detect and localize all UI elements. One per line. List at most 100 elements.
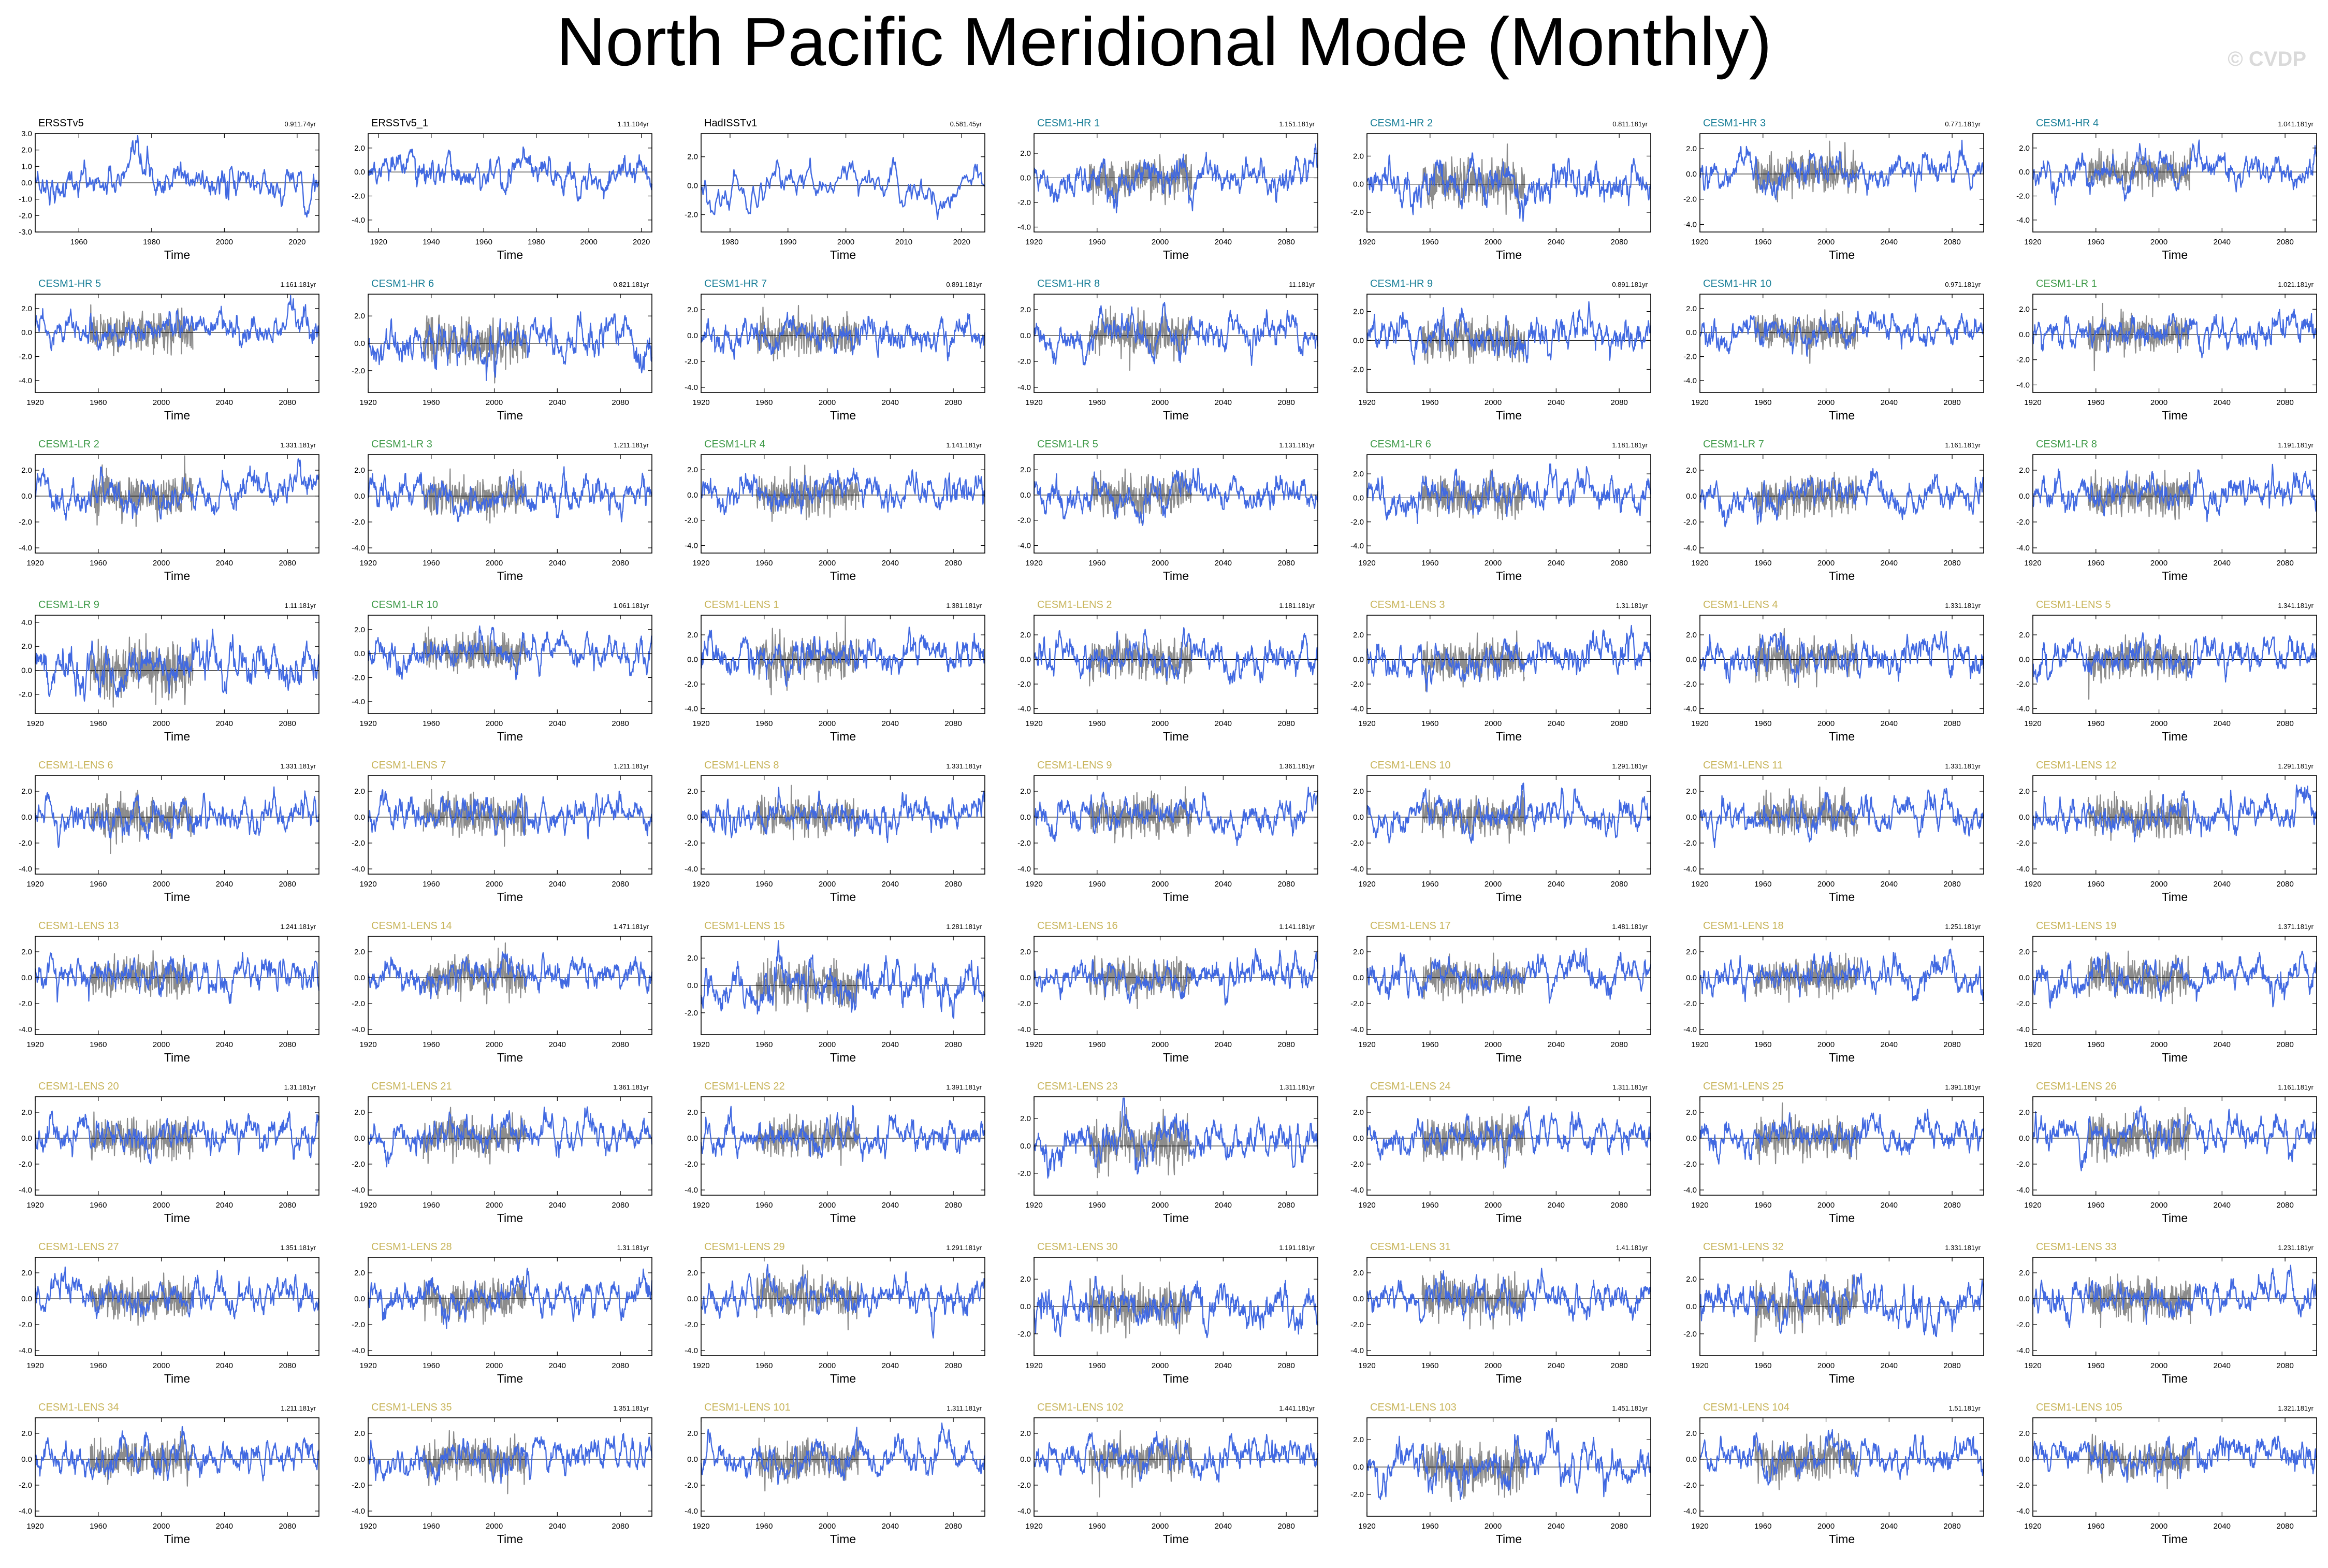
x-tick-label: 2040 <box>549 1201 566 1210</box>
series-line <box>1366 463 1652 524</box>
x-tick-label: 2040 <box>216 1040 233 1049</box>
series-line <box>34 1266 320 1319</box>
panel-trend-label: 0.971.181yr <box>1945 281 1981 288</box>
panel-title: CESM1-LR 6 <box>1370 439 1431 450</box>
x-tick-label: 2010 <box>895 238 912 246</box>
panel: CESM1-LENS 21 1.361.181yr 1920 1960 2000 2040… <box>352 1081 653 1225</box>
panel: CESM1-LENS 2 1.181.181yr 1920 1960 2000 2040 2… <box>1017 599 1319 743</box>
panel: CESM1-LENS 105 1.321.181yr 1920 1960 2000 204… <box>2016 1402 2318 1546</box>
x-tick-label: 1960 <box>90 1040 107 1049</box>
y-tick-label: 0.0 <box>1020 1302 1031 1311</box>
panel-title: CESM1-LENS 24 <box>1370 1081 1451 1092</box>
y-tick-label: 2.0 <box>21 787 32 796</box>
x-tick-label: 2040 <box>549 1040 566 1049</box>
y-tick-label: 0.0 <box>1353 974 1364 982</box>
y-tick-label: 2.0 <box>1020 787 1031 796</box>
y-tick-label: -4.0 <box>685 865 698 874</box>
y-tick-label: -4.0 <box>685 541 698 550</box>
y-tick-label: 2.0 <box>21 642 32 651</box>
ensemble-spread-line <box>1088 1430 1192 1498</box>
y-tick-label: -4.0 <box>352 698 365 706</box>
x-tick-label: 1920 <box>1358 238 1375 246</box>
x-tick-label: 2000 <box>2150 1522 2167 1531</box>
x-tick-label: 2040 <box>216 880 233 889</box>
y-tick-label: -2.0 <box>352 673 365 682</box>
panel-trend-label: 1.161.181yr <box>1945 441 1981 449</box>
panel: CESM1-LENS 27 1.351.181yr 1920 1960 2000 2040… <box>19 1241 320 1385</box>
x-axis-title: Time <box>497 730 523 743</box>
series-line <box>1033 143 1318 213</box>
panel-title: CESM1-LENS 10 <box>1370 760 1451 771</box>
plot-frame <box>1034 775 1318 875</box>
x-tick-label: 1920 <box>359 398 376 407</box>
series-line <box>700 940 986 1019</box>
x-tick-label: 1920 <box>1025 559 1042 568</box>
y-tick-label: -2.0 <box>685 357 698 366</box>
x-tick-label: 2080 <box>944 880 962 889</box>
series-line <box>1366 625 1652 693</box>
y-tick-label: -4.0 <box>2016 1025 2030 1034</box>
x-tick-label: 1990 <box>779 238 796 246</box>
x-tick-label: 2080 <box>1277 880 1294 889</box>
panel: CESM1-LENS 29 1.291.181yr 1920 1960 2000 2040… <box>685 1241 986 1385</box>
x-tick-label: 2040 <box>882 719 899 728</box>
series-line <box>1366 782 1652 844</box>
panel: CESM1-LENS 16 1.141.181yr 1920 1960 2000 2040… <box>1017 920 1319 1064</box>
x-axis-title: Time <box>1163 890 1189 904</box>
series-line <box>1033 948 1319 1006</box>
plot-frame <box>1366 1257 1651 1356</box>
plot-frame <box>35 1096 319 1196</box>
panel-title: CESM1-LENS 31 <box>1370 1241 1451 1253</box>
y-tick-label: 2.0 <box>1020 948 1031 956</box>
y-tick-label: -2.0 <box>1683 195 1697 204</box>
y-tick-label: 0.0 <box>1353 656 1364 664</box>
x-tick-label: 1960 <box>423 1201 440 1210</box>
x-axis-title: Time <box>497 1211 523 1225</box>
series-line <box>701 1264 986 1339</box>
x-tick-label: 1960 <box>1088 1361 1105 1370</box>
x-tick-label: 2080 <box>279 880 296 889</box>
series-line <box>700 787 986 844</box>
y-tick-label: -2.0 <box>1350 839 1364 848</box>
y-tick-label: 2.0 <box>354 1269 365 1277</box>
x-tick-label: 1920 <box>359 559 376 568</box>
x-tick-label: 2080 <box>612 1201 629 1210</box>
x-tick-label: 2040 <box>1881 559 1898 568</box>
x-tick-label: 1960 <box>1754 1522 1771 1531</box>
plot-frame <box>1034 1417 1318 1517</box>
panel-trend-label: 1.351.181yr <box>613 1404 649 1412</box>
x-tick-label: 2040 <box>216 559 233 568</box>
plot-frame <box>1699 454 1984 554</box>
y-tick-label: 2.0 <box>1686 304 1697 313</box>
panel: CESM1-HR 6 0.821.181yr 1920 1960 2000 2040 208… <box>352 278 653 422</box>
series-line <box>700 468 986 516</box>
x-tick-label: 2040 <box>882 1361 899 1370</box>
x-axis-title: Time <box>1829 1372 1855 1385</box>
plot-frame <box>2032 1417 2317 1517</box>
y-tick-label: -4.0 <box>1350 1346 1364 1355</box>
x-tick-label: 1960 <box>1421 1522 1438 1531</box>
panel-trend-label: 1.161.181yr <box>280 281 316 288</box>
x-tick-label: 2000 <box>153 1361 170 1370</box>
x-tick-label: 2080 <box>2276 398 2293 407</box>
x-axis-title: Time <box>2162 890 2188 904</box>
x-tick-label: 2080 <box>1943 238 1960 246</box>
y-tick-label: -2.0 <box>1017 516 1031 525</box>
ensemble-spread-line <box>90 790 193 854</box>
y-tick-label: -4.0 <box>685 1507 698 1516</box>
x-tick-label: 2080 <box>1610 1361 1627 1370</box>
y-tick-label: 2.0 <box>354 1429 365 1438</box>
panel-title: CESM1-LR 3 <box>371 439 432 450</box>
x-tick-label: 1920 <box>26 1361 43 1370</box>
x-tick-label: 2000 <box>153 398 170 407</box>
panel-trend-label: 0.581.45yr <box>950 120 982 128</box>
x-tick-label: 2040 <box>1215 559 1232 568</box>
panel: CESM1-LENS 24 1.311.181yr 1920 1960 2000 2040… <box>1350 1081 1652 1225</box>
y-tick-label: 2.0 <box>2019 1269 2030 1277</box>
plot-frame <box>1366 294 1651 393</box>
x-tick-label: 2000 <box>1485 238 1502 246</box>
x-axis-title: Time <box>830 730 856 743</box>
y-tick-label: -2.0 <box>1683 839 1697 848</box>
y-tick-label: -2.0 <box>1683 1160 1697 1169</box>
y-tick-label: 2.0 <box>2019 1429 2030 1438</box>
